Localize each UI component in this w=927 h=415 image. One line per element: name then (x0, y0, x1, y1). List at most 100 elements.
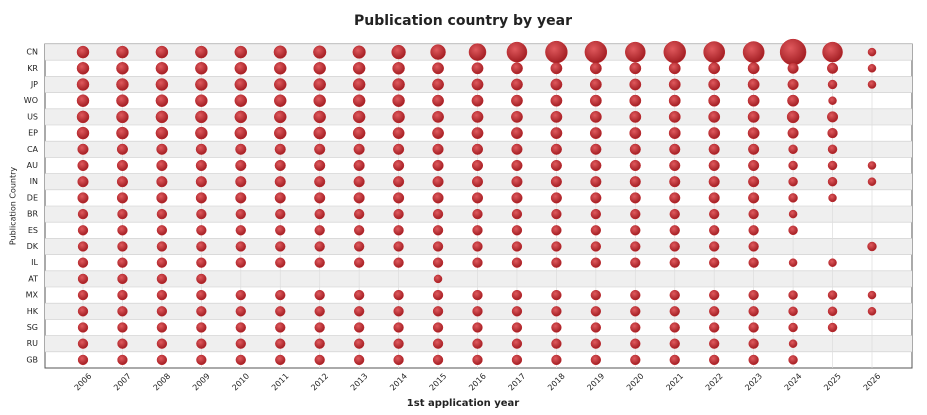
y-tick-label: CN (26, 48, 38, 57)
bubble (274, 78, 287, 91)
bubble (786, 110, 800, 124)
bubble (77, 257, 89, 268)
y-tick-label: EP (28, 129, 38, 138)
bubble (76, 126, 90, 140)
bubble (77, 273, 89, 285)
bubble (668, 127, 681, 140)
bubble (275, 338, 286, 349)
bubble (432, 127, 444, 140)
bubble (709, 306, 720, 317)
bubble (393, 143, 405, 155)
bubble (235, 143, 247, 155)
bubble (77, 354, 89, 366)
bubble (196, 322, 207, 333)
bubble (590, 289, 601, 301)
bubble (787, 78, 799, 91)
bubble (630, 225, 641, 236)
bubble (77, 208, 89, 220)
bubble (589, 94, 602, 107)
y-tick-label: RU (27, 339, 39, 348)
bubble (314, 306, 325, 317)
bubble (275, 306, 286, 317)
bubble (511, 94, 523, 107)
bubble (77, 289, 89, 301)
bubble (432, 354, 444, 366)
bubble (116, 110, 129, 124)
bubble (352, 110, 366, 124)
bubble (155, 126, 169, 140)
bubble (630, 257, 641, 268)
bubble (354, 241, 365, 252)
x-tick-label: 2010 (230, 372, 251, 393)
bubble (630, 306, 641, 317)
y-tick-label: MX (26, 291, 39, 300)
bubble (669, 159, 681, 172)
bubble (827, 111, 839, 123)
bubble (196, 273, 207, 285)
bubble (156, 192, 168, 204)
bubble (77, 241, 89, 252)
bubble (550, 78, 563, 91)
bubble (669, 143, 681, 155)
bubble (313, 94, 326, 107)
bubble (867, 161, 877, 170)
y-tick-label: WO (24, 96, 38, 105)
bubble (274, 192, 286, 204)
bubble (827, 127, 838, 139)
bubble (275, 257, 286, 268)
bubble (788, 144, 798, 155)
bubble (511, 110, 523, 123)
y-axis-label: Publication Country (9, 167, 18, 245)
bubble (630, 241, 641, 252)
bubble (156, 176, 168, 188)
bubble (196, 289, 207, 301)
bubble (156, 143, 168, 155)
bubble (432, 322, 444, 333)
bubble (828, 258, 837, 267)
bubble (748, 192, 760, 204)
bubble (314, 338, 325, 349)
bubble (867, 64, 877, 73)
bubble (273, 45, 287, 59)
bubble (156, 257, 168, 268)
bubble (511, 143, 523, 155)
bubble (827, 290, 838, 300)
bubble (584, 40, 608, 64)
bubble (117, 273, 128, 285)
bubble (590, 354, 601, 366)
bubble (827, 144, 838, 155)
bubble (788, 176, 798, 187)
bubble (708, 159, 720, 172)
bubble (709, 257, 720, 268)
bubble (788, 258, 798, 267)
bubble (827, 79, 838, 90)
bubble (669, 354, 680, 366)
bubble (471, 192, 484, 204)
bubble (629, 192, 641, 204)
bubble (471, 143, 484, 155)
bubble (511, 62, 523, 75)
bubble (195, 176, 207, 188)
bubble (353, 143, 365, 155)
y-tick-label: CA (27, 145, 39, 154)
bubble (195, 110, 208, 124)
bubble (432, 143, 444, 155)
bubble (669, 257, 680, 268)
bubble (432, 306, 444, 317)
bubble (234, 94, 248, 107)
bubble (472, 306, 483, 317)
bubble (196, 208, 207, 220)
bubble (274, 143, 286, 155)
bubble (827, 306, 838, 317)
bubble (550, 94, 563, 107)
bubble (669, 241, 680, 252)
bubble (155, 110, 169, 124)
bubble (117, 257, 128, 268)
bubble (709, 225, 720, 236)
bubble (156, 273, 168, 285)
bubble (393, 306, 404, 317)
bubble (195, 192, 207, 204)
bubble (629, 127, 642, 140)
bubble (630, 322, 641, 333)
